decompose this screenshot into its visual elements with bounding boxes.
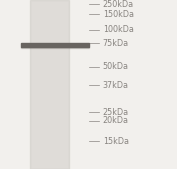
Text: 250kDa: 250kDa (103, 0, 134, 9)
Text: 75kDa: 75kDa (103, 39, 129, 48)
Text: 25kDa: 25kDa (103, 108, 129, 117)
Text: 100kDa: 100kDa (103, 25, 133, 34)
Bar (21, 43, 88, 47)
Text: 20kDa: 20kDa (103, 116, 129, 125)
Bar (30, 0, 69, 169)
Text: 15kDa: 15kDa (103, 137, 129, 146)
Text: 50kDa: 50kDa (103, 62, 129, 71)
Text: 150kDa: 150kDa (103, 10, 134, 19)
Bar (21, 47, 88, 48)
Text: 37kDa: 37kDa (103, 81, 129, 90)
